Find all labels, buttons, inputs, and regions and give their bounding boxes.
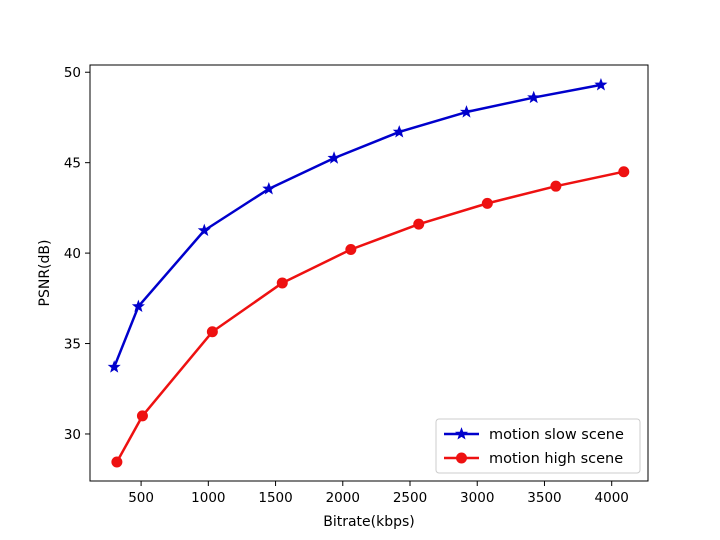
data-point-motion-slow-scene xyxy=(527,90,541,104)
data-point-motion-slow-scene xyxy=(107,360,121,373)
y-tick-label: 30 xyxy=(64,427,81,443)
legend-box xyxy=(435,418,641,474)
legend-marker-star xyxy=(454,427,469,440)
y-tick-label: 40 xyxy=(64,246,81,262)
x-tick-label: 3500 xyxy=(527,490,561,506)
plot-area xyxy=(90,65,648,481)
data-point-motion-high-scene xyxy=(111,456,123,468)
x-tick-label: 1500 xyxy=(258,490,292,506)
y-tick-label: 35 xyxy=(64,337,81,353)
data-point-motion-high-scene xyxy=(618,166,630,178)
legend-label-motion-slow: motion slow scene xyxy=(489,427,624,443)
x-tick-label: 4000 xyxy=(595,490,629,506)
y-tick-label: 45 xyxy=(64,156,81,172)
y-tick-label: 50 xyxy=(64,65,81,81)
series-layer xyxy=(107,78,630,468)
x-tick-label: 500 xyxy=(128,490,154,506)
data-point-motion-slow-scene xyxy=(459,105,474,118)
x-tick-label: 2500 xyxy=(393,490,427,506)
data-point-motion-high-scene xyxy=(206,326,218,338)
legend-marker-circle xyxy=(456,452,467,464)
plot-frame xyxy=(89,64,649,482)
y-axis: 30 35 40 45 50 xyxy=(64,65,90,443)
x-tick-label: 1000 xyxy=(191,490,225,506)
x-tick-label: 2000 xyxy=(326,490,360,506)
data-point-motion-slow-scene xyxy=(262,182,276,195)
data-point-motion-slow-scene xyxy=(197,223,211,237)
data-point-motion-high-scene xyxy=(345,243,357,255)
data-point-motion-slow-scene xyxy=(594,78,608,91)
x-tick-label: 3000 xyxy=(460,490,494,506)
data-point-motion-slow-scene xyxy=(392,125,406,138)
legend-label-motion-high: motion high scene xyxy=(489,451,623,467)
legend-marker-motion-high-scene xyxy=(456,452,467,464)
legend-marker-motion-slow-scene xyxy=(454,427,469,440)
data-point-motion-high-scene xyxy=(550,180,562,192)
legend: motion slow scene motion high scene xyxy=(435,418,641,474)
data-point-motion-high-scene xyxy=(136,410,148,422)
data-point-motion-high-scene xyxy=(413,218,425,230)
data-point-motion-slow-scene xyxy=(131,299,145,313)
data-point-motion-high-scene xyxy=(481,197,493,209)
x-axis: 500 1000 1500 2000 2500 3000 3500 4000 xyxy=(128,481,629,506)
y-axis-label: PSNR(dB) xyxy=(37,240,53,307)
x-axis-label: Bitrate(kbps) xyxy=(323,514,415,530)
data-point-motion-high-scene xyxy=(276,277,288,289)
data-point-motion-slow-scene xyxy=(327,151,341,164)
